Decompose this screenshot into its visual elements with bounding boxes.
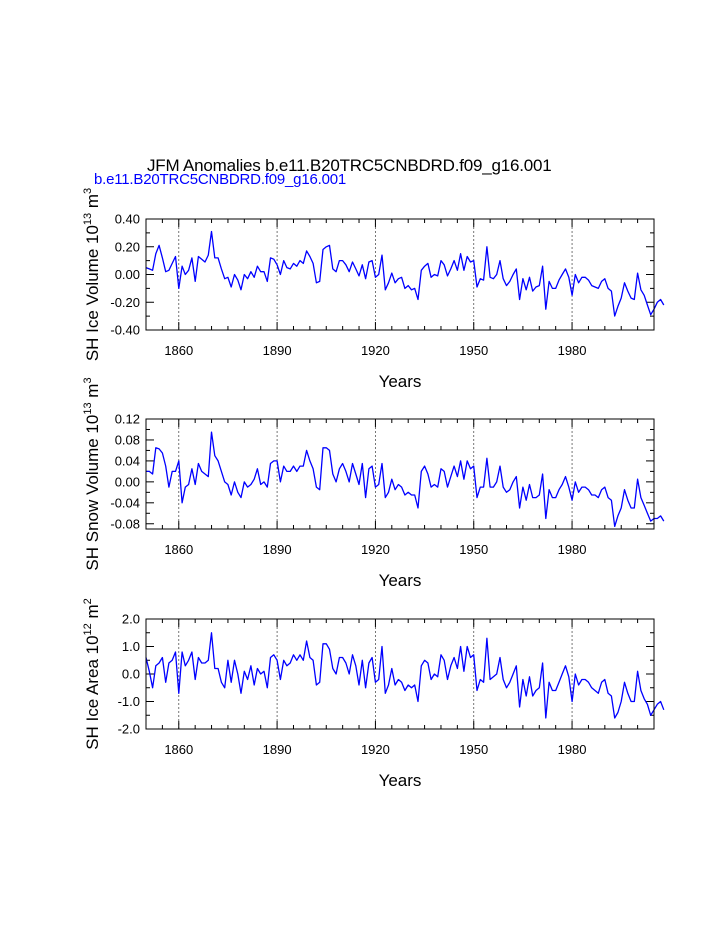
y-tick-label: 0.08 [115,432,140,447]
plot-frame [145,218,655,331]
chart-title: JFM Anomalies b.e11.B20TRC5CNBDRD.f09_g1… [147,156,552,175]
x-tick-label: 1920 [361,343,390,358]
x-tick-label: 1950 [459,742,488,757]
case-subtitle: b.e11.B20TRC5CNBDRD.f09_g16.001 [94,171,347,188]
y-tick-label: -0.08 [110,516,140,531]
y-tick-label: 0.40 [115,212,140,227]
y-tick-label: 0.0 [122,667,140,682]
y-tick-label: 0.20 [115,239,140,254]
y-axis-title: SH Ice Area 1012 m2 [82,598,102,750]
y-axis-title: SH Snow Volume 1013 m3 [82,377,102,570]
series-line-snow-volume [146,431,665,528]
x-tick-label: 1950 [459,343,488,358]
x-tick-label: 1890 [263,742,292,757]
x-tick-label: 1920 [361,742,390,757]
x-tick-label: 1860 [164,742,193,757]
x-axis-title: Years [379,571,422,590]
y-tick-label: 0.00 [115,267,140,282]
x-tick-label: 1890 [263,542,292,557]
x-tick-label: 1980 [558,742,587,757]
x-axis-title: Years [379,771,422,790]
chart-panel-ice-area: 1860 1890 1920 1950 1980 -2.0 -1.0 0.0 1.0 2.0 Yea… [82,598,665,790]
y-tick-label: -0.04 [110,495,140,510]
y-axis-title: SH Ice Volume 1013 m3 [82,188,102,361]
series-line-ice-area [145,632,665,719]
series-line-ice-volume [145,230,665,317]
x-tick-label: 1980 [558,542,587,557]
x-tick-label: 1920 [361,542,390,557]
y-tick-label: 1.0 [122,639,140,654]
x-tick-label: 1980 [558,343,587,358]
y-tick-label: -0.20 [110,295,140,310]
x-tick-label: 1890 [263,343,292,358]
y-tick-label: 2.0 [122,612,140,627]
x-tick-label: 1950 [459,542,488,557]
plot-frame [145,418,655,530]
y-tick-label: -2.0 [118,722,140,737]
chart-panel-ice-volume: 1860 1890 1920 1950 1980 -0.40 -0.20 0.00 0.20 0.… [82,188,665,391]
x-axis-title: Years [379,372,422,391]
y-tick-label: 0.12 [115,412,140,427]
plot-frame [145,618,655,730]
y-tick-label: -1.0 [118,694,140,709]
x-tick-label: 1860 [164,343,193,358]
y-tick-label: 0.00 [115,474,140,489]
chart-panel-snow-volume: 1860 1890 1920 1950 1980 -0.08 -0.04 0.00 0.04 0.… [82,377,665,590]
y-tick-label: -0.40 [110,323,140,338]
x-tick-label: 1860 [164,542,193,557]
y-tick-label: 0.04 [115,453,140,468]
